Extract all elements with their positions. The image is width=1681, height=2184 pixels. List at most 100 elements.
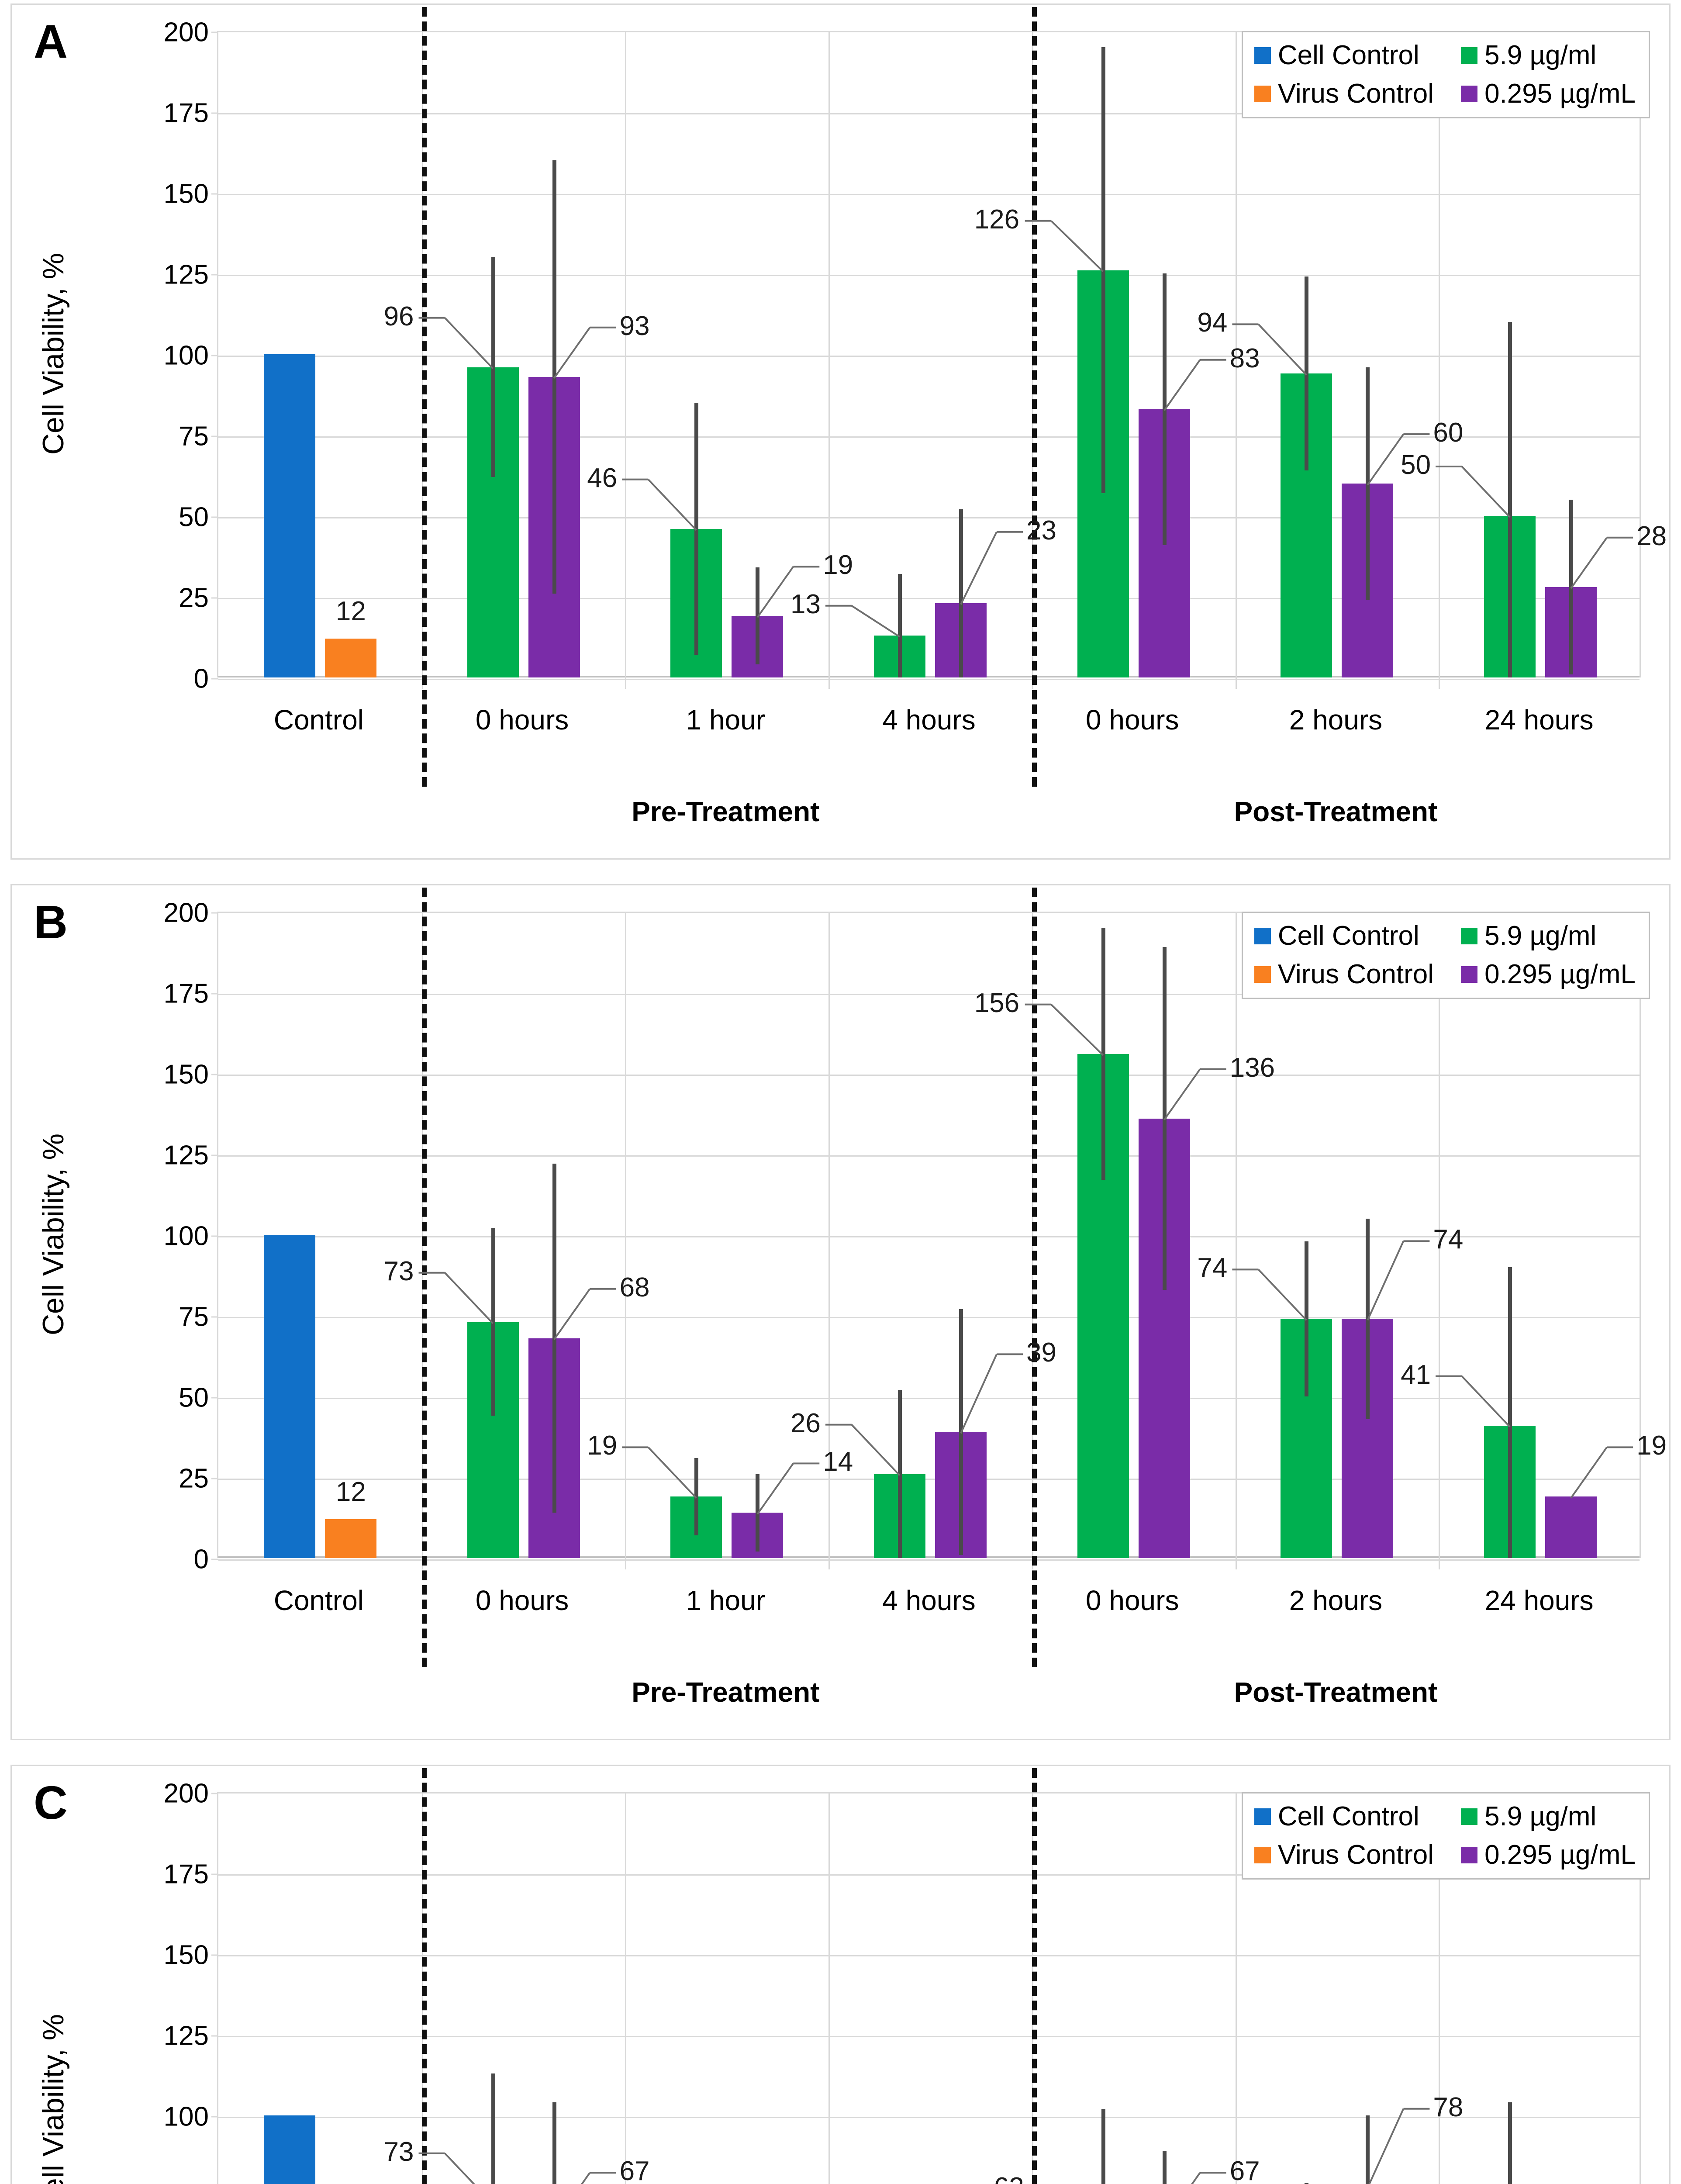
bar-dose-0-295	[1545, 1496, 1597, 1558]
y-tick-mark	[211, 1478, 218, 1479]
legend-item-3[interactable]: 0.295 µg/mL	[1461, 80, 1636, 107]
data-label: 74	[1433, 1224, 1464, 1255]
chart-legend: Cell Control 5.9 µg/ml Virus Control 0.295 …	[1241, 31, 1650, 118]
y-tick-label: 150	[163, 1059, 209, 1090]
plot-frame: 0 25 50 75 100 125 150 175 200 12 73 68 19 14 26 39 156 1…	[164, 888, 1667, 1667]
y-tick-label: 100	[163, 2101, 209, 2132]
y-tick-label: 125	[163, 259, 209, 290]
panel-letter: A	[34, 15, 68, 68]
legend-swatch-3	[1461, 86, 1478, 102]
legend-item-3[interactable]: 0.295 µg/mL	[1461, 1842, 1636, 1869]
legend-item-3[interactable]: 0.295 µg/mL	[1461, 961, 1636, 988]
y-tick-mark	[211, 516, 218, 518]
leader-lines	[418, 220, 1633, 638]
x-tick-label-1: 0 hours	[475, 704, 569, 736]
data-label: 60	[1433, 418, 1464, 448]
y-tick-mark	[211, 993, 218, 995]
data-label: 83	[1229, 343, 1260, 373]
plot-frame: 0 25 50 75 100 125 150 175 200 12 96 93 46 19 13 23 126 8…	[164, 7, 1667, 787]
data-label: 41	[1401, 1359, 1431, 1390]
section-label-pre: Pre-Treatment	[632, 796, 820, 827]
gridline	[218, 1479, 1640, 1480]
gridline	[218, 275, 1640, 276]
legend-item-0[interactable]: Cell Control	[1254, 923, 1434, 950]
panel-letter: B	[34, 895, 68, 948]
bar-groups	[218, 913, 1640, 1558]
x-axis-line	[218, 676, 1640, 677]
data-label: 19	[823, 550, 853, 581]
x-axis-line	[218, 1556, 1640, 1558]
x-tick-label-2: 1 hour	[686, 1585, 766, 1616]
y-tick-mark	[211, 2035, 218, 2037]
legend-item-2[interactable]: Virus Control	[1254, 961, 1434, 988]
section-divider-1	[421, 7, 427, 787]
legend-item-0[interactable]: Cell Control	[1254, 42, 1434, 69]
gridline	[218, 113, 1640, 114]
plot-frame: 0255075100125150175200127367172701626756…	[164, 1768, 1641, 2184]
y-tick-label: 200	[163, 17, 209, 48]
legend-item-0[interactable]: Cell Control	[1254, 1803, 1434, 1830]
section-divider-2	[1032, 888, 1037, 1667]
section-divider-1	[421, 888, 427, 1667]
data-label: 23	[1026, 515, 1056, 546]
legend-swatch-1	[1461, 928, 1478, 944]
y-tick-label: 175	[163, 978, 209, 1009]
legend-swatch-3	[1461, 966, 1478, 983]
section-labels: Pre-Treatment Post-Treatment	[217, 1676, 1641, 1715]
data-label: 12	[335, 596, 366, 627]
bar-cell-control	[263, 1235, 315, 1558]
y-tick-label: 25	[179, 1463, 209, 1494]
legend-item-1[interactable]: 5.9 µg/ml	[1461, 1803, 1636, 1830]
category-separator	[625, 32, 627, 689]
data-label: 96	[383, 301, 414, 332]
y-tick-mark	[211, 355, 218, 356]
legend-swatch-0	[1254, 1808, 1271, 1825]
chart-legend: Cell Control 5.9 µg/ml Virus Control 0.295 …	[1241, 1792, 1650, 1880]
x-tick-label-4: 0 hours	[1085, 1585, 1179, 1616]
y-tick-label: 150	[163, 179, 209, 209]
data-label: 67	[1229, 2156, 1260, 2184]
legend-label-1: 5.9 µg/ml	[1484, 40, 1597, 70]
y-tick-mark	[211, 435, 218, 437]
data-label: 12	[335, 1477, 366, 1507]
data-label: 19	[587, 1431, 618, 1461]
gridline	[218, 598, 1640, 599]
error-bar	[1101, 2109, 1105, 2184]
legend-swatch-0	[1254, 928, 1271, 944]
y-tick-label: 25	[179, 583, 209, 613]
data-label: 78	[1433, 2092, 1464, 2122]
data-label-layer: 127367172701626756785238	[218, 1794, 1640, 2184]
category-separator	[1439, 1794, 1440, 2184]
y-tick-label: 100	[163, 1221, 209, 1251]
error-bar	[1305, 2183, 1309, 2184]
data-label: 74	[1197, 1253, 1228, 1283]
y-tick-mark	[211, 1235, 218, 1237]
y-tick-mark	[211, 1793, 218, 1794]
section-label-post: Post-Treatment	[1234, 1676, 1438, 1708]
y-tick-label: 0	[193, 1544, 209, 1575]
gridline	[218, 2036, 1640, 2037]
y-tick-mark	[211, 193, 218, 195]
y-tick-label: 50	[179, 502, 209, 532]
legend-label-0: Cell Control	[1277, 40, 1419, 70]
gridline	[218, 1559, 1640, 1561]
legend-label-3: 0.295 µg/mL	[1484, 959, 1636, 989]
category-separator	[1439, 32, 1440, 689]
y-tick-label: 150	[163, 1940, 209, 1970]
x-tick-label-0: Control	[273, 1585, 364, 1616]
panel-b: B Cell Viability, % 0 25 50 75 100 125 150 175 200…	[10, 884, 1671, 1740]
legend-item-2[interactable]: Virus Control	[1254, 1842, 1434, 1869]
legend-item-1[interactable]: 5.9 µg/ml	[1461, 42, 1636, 69]
y-axis-title: Cell Viability, %	[37, 252, 70, 455]
data-label: 68	[619, 1272, 650, 1303]
section-divider-2	[1032, 1768, 1037, 2184]
legend-item-1[interactable]: 5.9 µg/ml	[1461, 923, 1636, 950]
data-label: 136	[1229, 1052, 1275, 1083]
legend-swatch-1	[1461, 1808, 1478, 1825]
legend-item-2[interactable]: Virus Control	[1254, 80, 1434, 107]
x-tick-label-6: 24 hours	[1484, 1585, 1594, 1616]
legend-label-1: 5.9 µg/ml	[1484, 1801, 1597, 1832]
category-separator	[1235, 32, 1237, 689]
